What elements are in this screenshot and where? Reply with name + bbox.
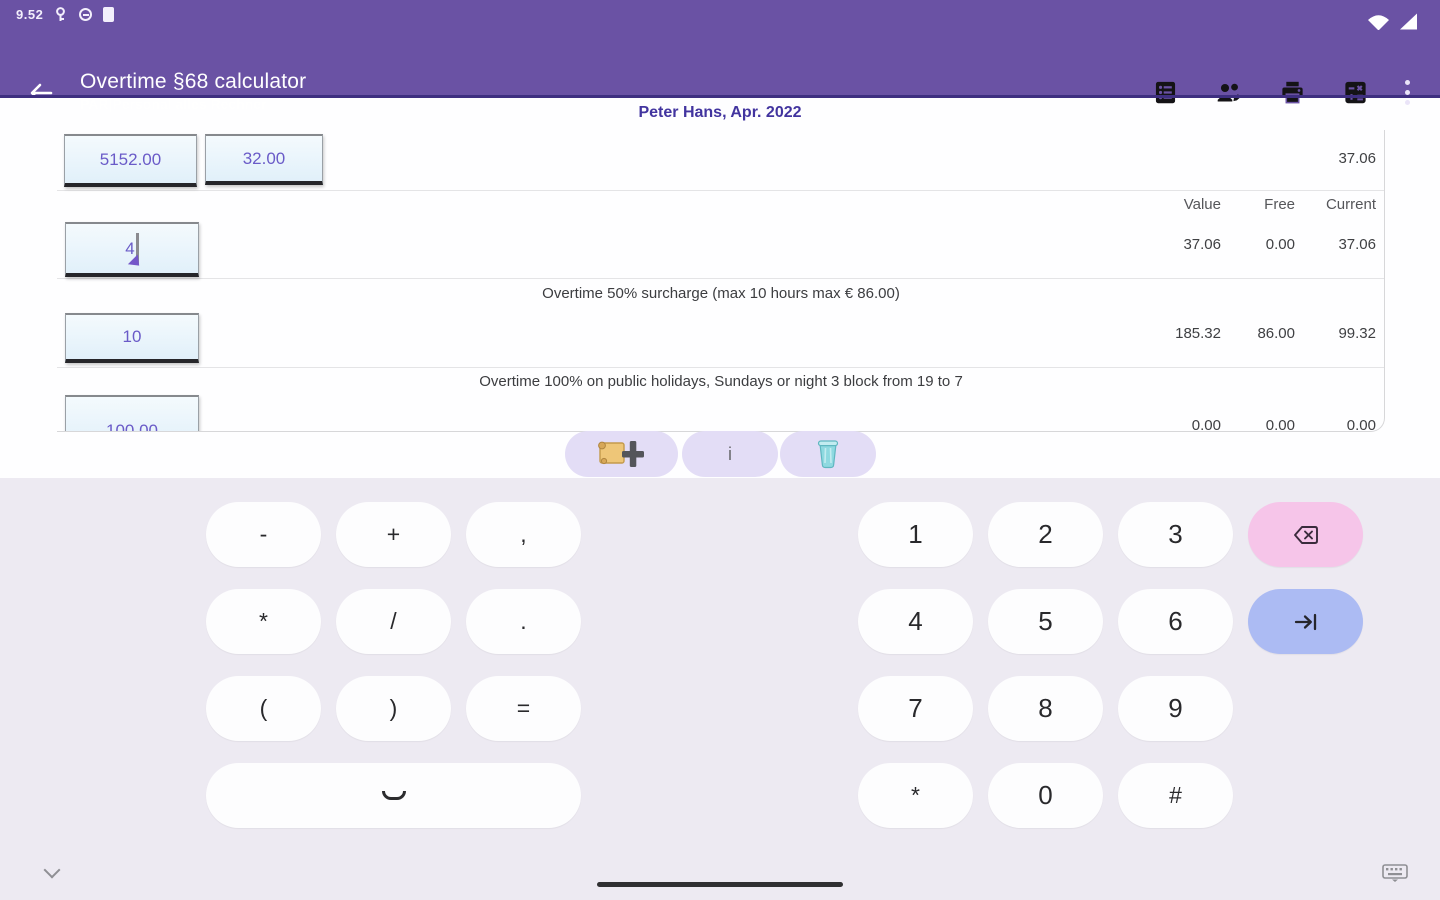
row2-value: 37.06 [1183,236,1221,253]
key-3[interactable]: 3 [1118,502,1233,567]
key-divide[interactable]: / [336,589,451,654]
keyboard-picker-icon[interactable] [1382,864,1408,882]
overtime-100-label: Overtime 100% on public holidays, Sunday… [479,373,963,390]
overtime-50-label: Overtime 50% surcharge (max 10 hours max… [542,285,900,302]
signal-icon [1400,13,1417,30]
key-multiply[interactable]: * [206,589,321,654]
app-bar: Overtime §68 calculator PAR|Personal all… [0,30,1440,112]
row4-current: 0.00 [1346,417,1376,432]
info-label: i [728,443,732,464]
key-space[interactable] [206,763,581,828]
appbar-shadow [0,95,1440,98]
row3-free: 86.00 [1257,325,1295,342]
key-paren-close[interactable]: ) [336,676,451,741]
delete-button[interactable] [780,431,876,477]
title-block: Overtime §68 calculator PAR|Personal all… [80,69,306,114]
key-tab[interactable] [1248,589,1363,654]
key-0[interactable]: 0 [988,763,1103,828]
key-icon [56,7,65,21]
calculator-keyboard: - + , * / . ( ) = 1 2 3 4 5 6 7 8 [0,478,1440,900]
row-divider [57,190,1384,191]
row2-free: 0.00 [1265,236,1295,253]
row4-free: 0.00 [1265,417,1295,432]
overtime-100-hours-input[interactable]: 100.00 [65,395,199,431]
key-star[interactable]: * [858,763,973,828]
row3-current: 99.32 [1338,325,1376,342]
key-5[interactable]: 5 [988,589,1103,654]
row-divider [57,367,1384,368]
key-8[interactable]: 8 [988,676,1103,741]
text-cursor [127,232,144,271]
tab-icon [1294,613,1316,630]
info-button[interactable]: i [682,431,778,477]
key-equals[interactable]: = [466,676,581,741]
row2-current: 37.06 [1338,236,1376,253]
key-7[interactable]: 7 [858,676,973,741]
column-header-free: Free [1264,196,1295,213]
hourly-rate-value: 37.06 [1338,150,1376,167]
print-icon[interactable] [1279,79,1306,106]
row-divider [57,278,1384,279]
row3-value: 185.32 [1175,325,1221,342]
key-6[interactable]: 6 [1118,589,1233,654]
key-backspace[interactable] [1248,502,1363,567]
space-icon [381,791,406,800]
add-entry-button[interactable] [565,431,678,477]
hours-input[interactable]: 32.00 [205,134,323,185]
back-icon[interactable] [26,78,56,108]
key-comma[interactable]: , [466,502,581,567]
status-bar: 9.52 [0,0,1440,31]
data-saver-icon [79,8,92,21]
backspace-icon [1293,525,1318,544]
sim-icon [103,7,114,22]
base-hours-input[interactable]: 4 [65,222,199,277]
gesture-navigation-bar[interactable] [597,882,843,887]
key-hash[interactable]: # [1118,763,1233,828]
wifi-icon [1368,15,1389,31]
overtime-50-hours-input[interactable]: 10 [65,313,199,363]
salary-input[interactable]: 5152.00 [64,134,197,187]
employees-icon[interactable] [1216,79,1243,106]
trash-icon [817,440,839,469]
main-content: Peter Hans, Apr. 2022 5152.00 32.00 37.0… [0,95,1440,478]
key-plus[interactable]: + [336,502,451,567]
key-minus[interactable]: - [206,502,321,567]
key-dot[interactable]: . [466,589,581,654]
page-title: Overtime §68 calculator [80,70,307,93]
key-4[interactable]: 4 [858,589,973,654]
key-1[interactable]: 1 [858,502,973,567]
calculator-icon[interactable] [1342,79,1369,106]
key-2[interactable]: 2 [988,502,1103,567]
employee-month-heading: Peter Hans, Apr. 2022 [638,104,802,121]
clock: 9.52 [16,7,44,22]
list-report-icon[interactable] [1152,79,1179,106]
overtime-table: 5152.00 32.00 37.06 Value Free Current 4… [57,130,1385,432]
row4-value: 0.00 [1191,417,1221,432]
scroll-plus-icon [597,441,644,467]
key-paren-open[interactable]: ( [206,676,321,741]
overflow-menu-icon[interactable] [1400,78,1416,108]
key-9[interactable]: 9 [1118,676,1233,741]
column-header-value: Value [1183,196,1221,213]
column-header-current: Current [1325,196,1376,213]
page-subtitle: PAR|Personal alles Rechner [80,96,267,112]
